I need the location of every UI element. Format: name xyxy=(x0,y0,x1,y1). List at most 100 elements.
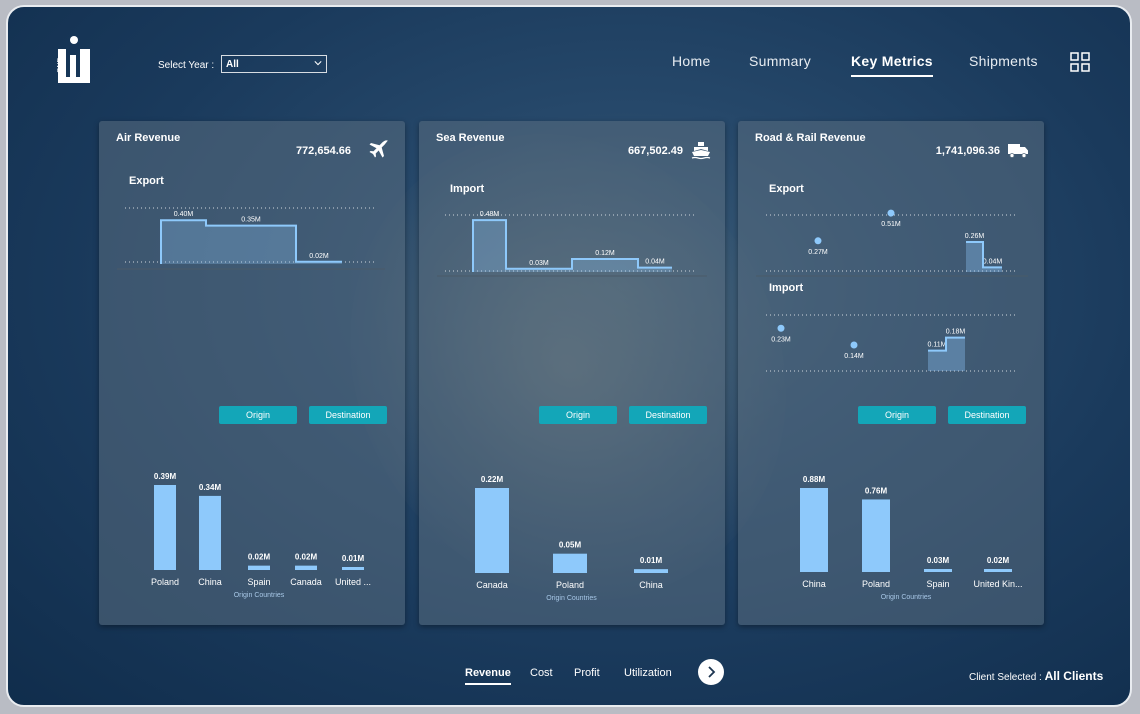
bar[interactable] xyxy=(800,488,828,572)
bar[interactable] xyxy=(475,488,509,573)
plane-icon xyxy=(369,140,388,158)
nav-home[interactable]: Home xyxy=(672,53,711,69)
origin-bar-chart: 0.39M Poland 0.34M China 0.02M Spain 0.02M Cana… xyxy=(151,472,371,599)
bar-category-label: China xyxy=(639,580,663,590)
origin-button[interactable]: Origin xyxy=(858,406,936,424)
area-fill xyxy=(161,220,342,264)
bar[interactable] xyxy=(862,499,890,572)
card-title: Road & Rail Revenue xyxy=(755,132,866,144)
year-dropdown[interactable]: All xyxy=(221,55,327,73)
destination-button[interactable]: Destination xyxy=(629,406,707,424)
bar[interactable] xyxy=(634,569,668,573)
bar-category-label: Spain xyxy=(926,579,949,589)
data-label: 0.40M xyxy=(174,211,194,218)
data-point xyxy=(777,324,785,332)
step-bar xyxy=(966,241,983,272)
data-label: 0.11M xyxy=(928,342,947,349)
data-point xyxy=(887,209,895,217)
bar-value-label: 0.88M xyxy=(803,475,826,484)
next-page-button[interactable] xyxy=(698,659,724,685)
bar-value-label: 0.02M xyxy=(987,556,1010,565)
data-point xyxy=(814,237,822,245)
step-bar xyxy=(928,350,946,371)
axis-title: Origin Countries xyxy=(234,592,285,599)
svg-text:ONE: ONE xyxy=(57,58,64,74)
tab-profit[interactable]: Profit xyxy=(574,667,600,679)
bar-value-label: 0.03M xyxy=(927,556,950,565)
bar-category-label: Spain xyxy=(247,577,270,587)
bar-value-label: 0.39M xyxy=(154,472,177,481)
nav-shipments[interactable]: Shipments xyxy=(969,53,1038,69)
bar-category-label: United ... xyxy=(335,577,371,587)
export-import-charts: 0.27M 0.51M 0.26M 0.04M 0.23M 0.14M 0.11M 0.18… xyxy=(756,209,1028,372)
bar-category-label: Poland xyxy=(556,580,584,590)
import-area: 0.48M 0.03M 0.12M 0.04M xyxy=(472,211,672,272)
nav-summary[interactable]: Summary xyxy=(749,53,811,69)
data-label: 0.12M xyxy=(595,250,615,257)
dashboard-frame: ONE Select Year : All Home Summary Key M… xyxy=(6,5,1132,707)
origin-button[interactable]: Origin xyxy=(219,406,297,424)
card-title: Sea Revenue xyxy=(436,132,505,144)
card-total: 667,502.49 xyxy=(627,145,683,157)
origin-button[interactable]: Origin xyxy=(539,406,617,424)
bar-category-label: China xyxy=(198,577,222,587)
bar-value-label: 0.05M xyxy=(559,541,582,550)
nav-key-metrics[interactable]: Key Metrics xyxy=(851,53,933,77)
bar[interactable] xyxy=(924,569,952,572)
data-label: 0.27M xyxy=(808,249,828,256)
destination-button[interactable]: Destination xyxy=(948,406,1026,424)
tab-utilization[interactable]: Utilization xyxy=(624,667,672,679)
bar-category-label: Canada xyxy=(476,580,508,590)
bar[interactable] xyxy=(342,567,364,570)
client-label: Client Selected : xyxy=(969,672,1042,683)
truck-icon xyxy=(1008,144,1028,158)
data-label: 0.48M xyxy=(480,211,500,218)
client-selected: Client Selected : All Clients xyxy=(969,669,1103,683)
bar-value-label: 0.34M xyxy=(199,483,222,492)
bar-category-label: United Kin... xyxy=(973,579,1022,589)
destination-button[interactable]: Destination xyxy=(309,406,387,424)
section-label-import: Import xyxy=(769,282,804,294)
ship-icon xyxy=(691,142,711,160)
step-bar xyxy=(983,267,1002,272)
bar[interactable] xyxy=(154,485,176,570)
chevron-down-icon xyxy=(314,61,322,66)
bar[interactable] xyxy=(199,495,221,570)
bar-value-label: 0.02M xyxy=(248,553,271,562)
bar-value-label: 0.76M xyxy=(865,486,888,495)
company-logo: ONE xyxy=(57,36,90,83)
data-label: 0.04M xyxy=(983,258,1003,265)
bar[interactable] xyxy=(295,565,317,570)
road-export-chart: 0.27M 0.51M 0.26M 0.04M xyxy=(808,209,1003,272)
bar-category-label: China xyxy=(802,579,826,589)
road-import-chart: 0.23M 0.14M 0.11M 0.18M xyxy=(771,324,965,371)
data-point xyxy=(850,341,858,349)
section-label-export: Export xyxy=(129,175,164,187)
card-total: 772,654.66 xyxy=(295,145,351,157)
origin-bar-chart: 0.22M Canada 0.05M Poland 0.01M China Origin C… xyxy=(475,475,668,602)
bar-category-label: Canada xyxy=(290,577,322,587)
grid-menu-icon[interactable] xyxy=(1070,52,1090,72)
bar-value-label: 0.01M xyxy=(640,556,663,565)
sea-revenue-card: Sea Revenue 667,502.49 Import 0.48M 0.03M… xyxy=(419,121,725,625)
axis-title: Origin Countries xyxy=(546,595,597,602)
bar-value-label: 0.02M xyxy=(295,553,318,562)
year-filter-label: Select Year : xyxy=(158,60,215,71)
bar[interactable] xyxy=(553,553,587,573)
step-bar xyxy=(946,337,965,371)
data-label: 0.26M xyxy=(965,233,985,240)
section-label-import: Import xyxy=(450,183,485,195)
axis-title: Origin Countries xyxy=(881,594,932,601)
section-label-export: Export xyxy=(769,183,804,195)
bar[interactable] xyxy=(248,565,270,570)
bar[interactable] xyxy=(984,569,1012,572)
tab-revenue[interactable]: Revenue xyxy=(465,667,511,685)
origin-bar-chart: 0.88M China 0.76M Poland 0.03M Spain 0.02M Unit… xyxy=(800,475,1023,601)
card-total: 1,741,096.36 xyxy=(935,145,1000,157)
import-chart: 0.48M 0.03M 0.12M 0.04M xyxy=(437,211,707,277)
tab-cost[interactable]: Cost xyxy=(530,667,553,679)
step-line xyxy=(472,219,672,272)
card-title: Air Revenue xyxy=(116,132,181,144)
road-rail-revenue-card: Road & Rail Revenue 1,741,096.36 Export … xyxy=(738,121,1044,625)
data-label: 0.04M xyxy=(645,259,665,266)
